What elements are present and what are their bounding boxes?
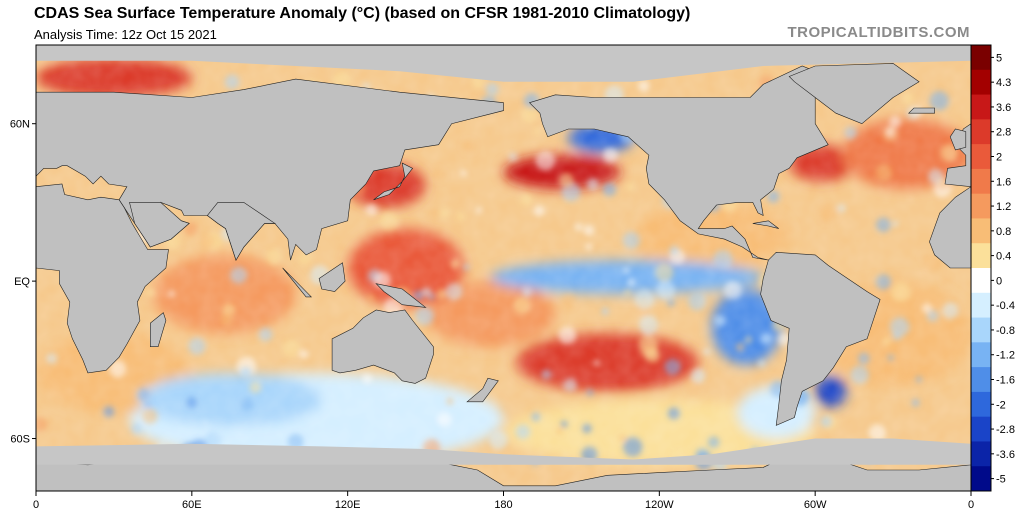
colorbar-label: 5: [996, 52, 1002, 64]
anomaly-field: [36, 45, 971, 491]
x-tick-label: 120W: [645, 499, 674, 511]
x-tick-label: 120E: [335, 499, 361, 511]
land-africa: [36, 183, 169, 374]
land-india: [206, 202, 276, 261]
colorbar-swatch: [971, 292, 991, 319]
colorbar-label: -1.2: [996, 350, 1015, 362]
latitude-axis: 60N EQ 60S: [10, 119, 36, 446]
land-madagascar: [150, 312, 167, 348]
colorbar-swatch: [971, 342, 991, 368]
x-tick-label: 60W: [804, 499, 827, 511]
colorbar-swatch: [971, 218, 991, 244]
colorbar-swatch: [971, 45, 991, 71]
land-iceland: [907, 107, 935, 114]
colorbar-label: 1.6: [996, 176, 1011, 188]
colorbar-label: -1.6: [996, 375, 1015, 387]
colorbar-label: -2: [996, 399, 1006, 411]
land-africa_w: [929, 186, 971, 269]
colorbar-swatch: [971, 391, 991, 418]
colorbar-swatch: [971, 466, 991, 492]
colorbar-label: 2: [996, 152, 1002, 164]
colorbar-swatch: [971, 144, 991, 170]
colorbar-label: -0.8: [996, 325, 1015, 337]
land-namerica: [528, 65, 829, 261]
colorbar-label: 0.4: [996, 251, 1011, 263]
colorbar-swatch: [971, 243, 991, 269]
colorbar-swatch: [971, 69, 991, 96]
colorbar-frame: [970, 44, 992, 492]
colorbar-label: -3.6: [996, 449, 1015, 461]
y-tick-label: EQ: [14, 276, 30, 288]
land-uk: [949, 128, 967, 151]
y-tick-label: 60S: [10, 434, 30, 446]
x-tick-label: 60E: [182, 499, 202, 511]
colorbar-swatch: [971, 193, 991, 219]
colorbar-swatch: [971, 441, 991, 467]
sea-ice-edge: [36, 438, 971, 465]
colorbar-swatch: [971, 367, 991, 393]
colorbar-swatch: [971, 119, 991, 145]
colorbar-label: 2.8: [996, 127, 1011, 139]
sea-ice: [36, 45, 971, 465]
site-brand: TROPICALTIDBITS.COM: [787, 24, 970, 41]
analysis-time: Analysis Time: 12z Oct 15 2021: [34, 27, 217, 42]
colorbar-label: -5: [996, 474, 1006, 486]
land-indonesia1: [282, 267, 313, 298]
land-australia: [331, 309, 434, 384]
colorbar-swatch: [971, 94, 991, 120]
map-title: CDAS Sea Surface Temperature Anomaly (°C…: [34, 5, 691, 22]
colorbar-swatch: [971, 268, 991, 294]
colorbar-swatch: [971, 317, 991, 343]
colorbar-label: 1.2: [996, 201, 1011, 213]
colorbar-label: 0.8: [996, 226, 1011, 238]
colorbar: 5 4.3 3.6 2.8 2 1.6 1.2 0.8 0.4 0 -0.4 -0.8 -1.2 -1.6…: [970, 44, 1015, 492]
land-japan: [373, 162, 414, 201]
colorbar-swatch: [971, 416, 991, 442]
colorbar-swatch: [971, 168, 991, 195]
land-masses: [36, 63, 971, 491]
x-tick-label: 180: [494, 499, 512, 511]
longitude-axis: 0 60E 120E 180 120W 60W 0: [33, 491, 974, 511]
land-indonesia3: [375, 283, 427, 308]
x-tick-label: 0: [968, 499, 974, 511]
land-greenland: [788, 63, 920, 125]
colorbar-label: 4.3: [996, 77, 1011, 89]
colorbar-label: 0: [996, 275, 1002, 287]
x-tick-label: 0: [33, 499, 39, 511]
arctic-ice: [36, 45, 971, 82]
land-cuba: [752, 220, 779, 229]
land-indonesia2: [318, 262, 346, 292]
colorbar-label: -2.8: [996, 424, 1015, 436]
colorbar-label: -0.4: [996, 300, 1015, 312]
y-tick-label: 60N: [10, 119, 30, 131]
land-nz: [466, 377, 499, 403]
land-arabia: [129, 202, 190, 248]
colorbar-label: 3.6: [996, 102, 1011, 114]
land-samerica: [760, 251, 881, 426]
